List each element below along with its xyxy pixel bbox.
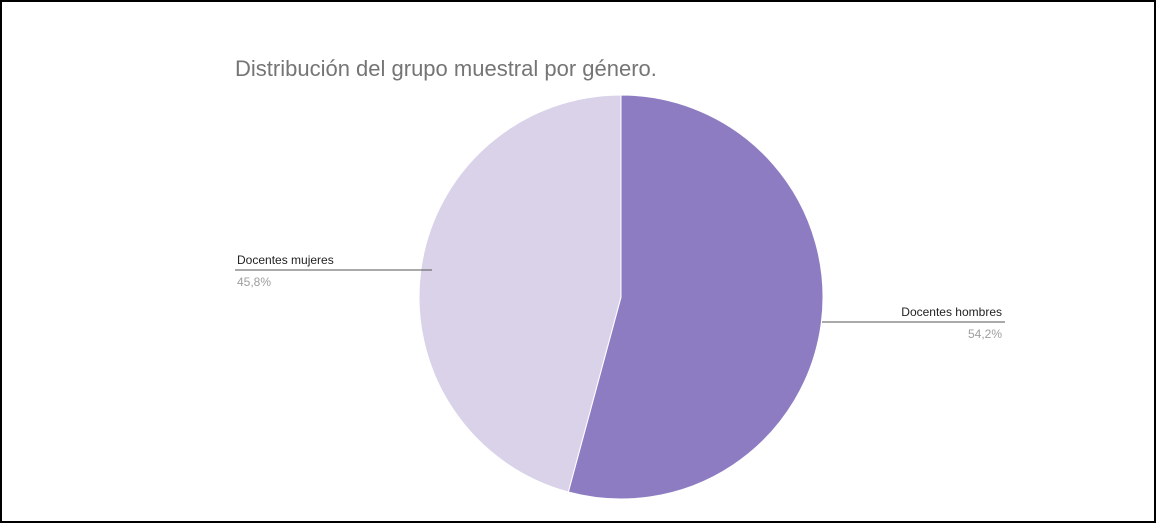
chart-title: Distribución del grupo muestral por géne… [235, 56, 657, 81]
slice-value-hombres: 54,2% [968, 327, 1002, 341]
slice-label-hombres: Docentes hombres [901, 305, 1002, 319]
slice-label-mujeres: Docentes mujeres [237, 253, 334, 267]
slice-hombres [567, 94, 824, 500]
slice-value-mujeres: 45,8% [237, 275, 271, 289]
